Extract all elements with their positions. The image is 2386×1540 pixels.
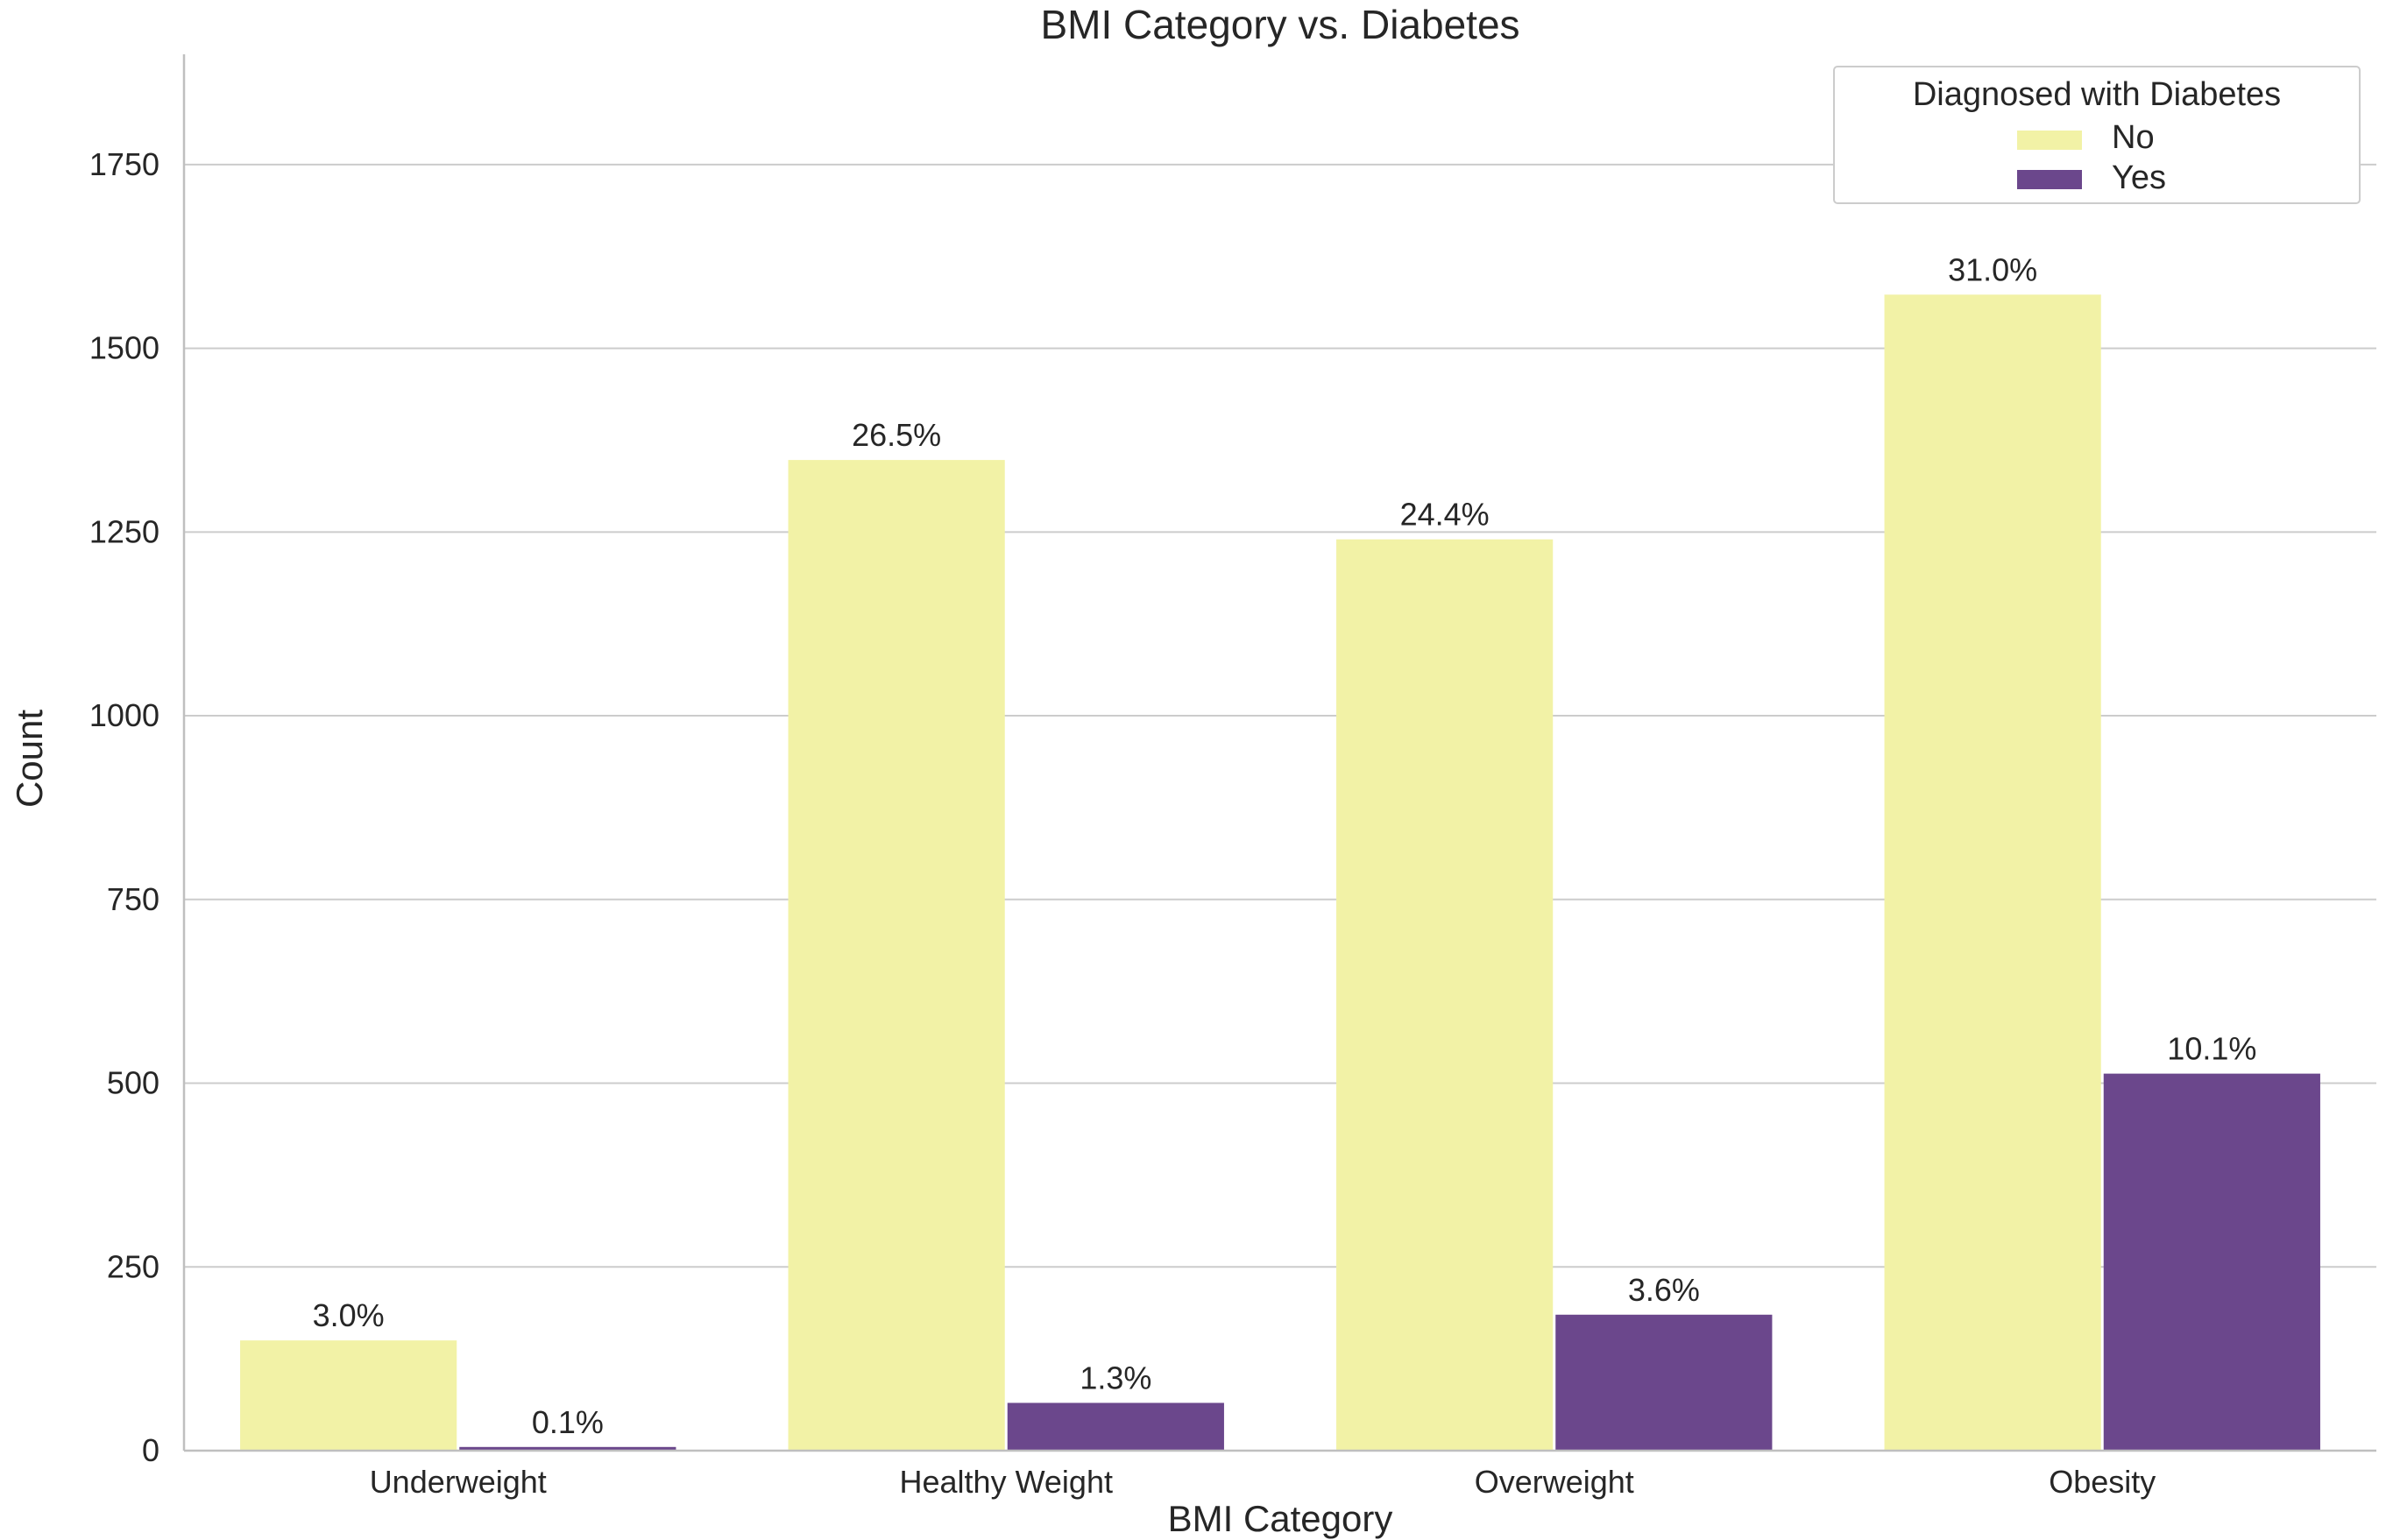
x-tick-label: Healthy Weight [900, 1464, 1113, 1500]
bar-yes-obesity [2103, 1073, 2320, 1451]
y-tick-label: 1000 [89, 697, 159, 733]
bar-data-label: 24.4% [1400, 497, 1490, 533]
bar-data-label: 3.6% [1628, 1272, 1700, 1308]
bar-data-label: 10.1% [2167, 1031, 2256, 1067]
y-tick-label: 1750 [89, 146, 159, 182]
bar-data-label: 1.3% [1080, 1360, 1151, 1395]
bar-yes-overweight [1555, 1314, 1773, 1451]
chart-title: BMI Category vs. Diabetes [1040, 2, 1519, 47]
axes: 0 250 500 750 1000 1250 1500 1750 Underweight Hea… [89, 54, 2376, 1500]
x-tick-label: Obesity [2049, 1464, 2156, 1500]
bar-no-obesity [1884, 294, 2101, 1451]
legend-box [1833, 66, 2361, 204]
x-tick-label: Underweight [370, 1464, 547, 1500]
bar-data-label: 31.0% [1948, 251, 2037, 287]
bar-yes-underweight [459, 1446, 676, 1451]
legend[interactable]: Diagnosed with Diabetes No Yes [1833, 66, 2361, 204]
legend-label-yes: Yes [2112, 159, 2166, 196]
y-tick-label: 250 [107, 1248, 159, 1284]
y-tick-label: 750 [107, 881, 159, 917]
legend-swatch-yes [2017, 170, 2082, 189]
bar-data-label: 3.0% [313, 1297, 385, 1333]
bar-yes-healthy-weight [1007, 1402, 1224, 1451]
bar-no-overweight [1336, 539, 1554, 1451]
bar-no-healthy-weight [788, 460, 1005, 1452]
legend-swatch-no [2017, 131, 2082, 150]
bar-data-label: 26.5% [852, 417, 941, 453]
y-tick-label: 1500 [89, 330, 159, 366]
legend-label-no: No [2112, 119, 2155, 156]
bar-no-underweight [240, 1340, 457, 1451]
bar-labels: 3.0% 0.1% 26.5% 1.3% 24.4% 3.6% 31.0% 10.1% [313, 251, 2257, 1439]
legend-title: Diagnosed with Diabetes [1913, 76, 2281, 113]
bars [240, 294, 2320, 1452]
y-tick-label: 0 [142, 1432, 159, 1468]
bar-data-label: 0.1% [532, 1404, 604, 1440]
y-axis-title: Count [9, 710, 50, 808]
x-tick-label: Overweight [1475, 1464, 1634, 1500]
y-tick-label: 1250 [89, 513, 159, 549]
gridlines [184, 163, 2376, 1268]
x-axis-title: BMI Category [1168, 1498, 1393, 1539]
y-tick-label: 500 [107, 1065, 159, 1101]
